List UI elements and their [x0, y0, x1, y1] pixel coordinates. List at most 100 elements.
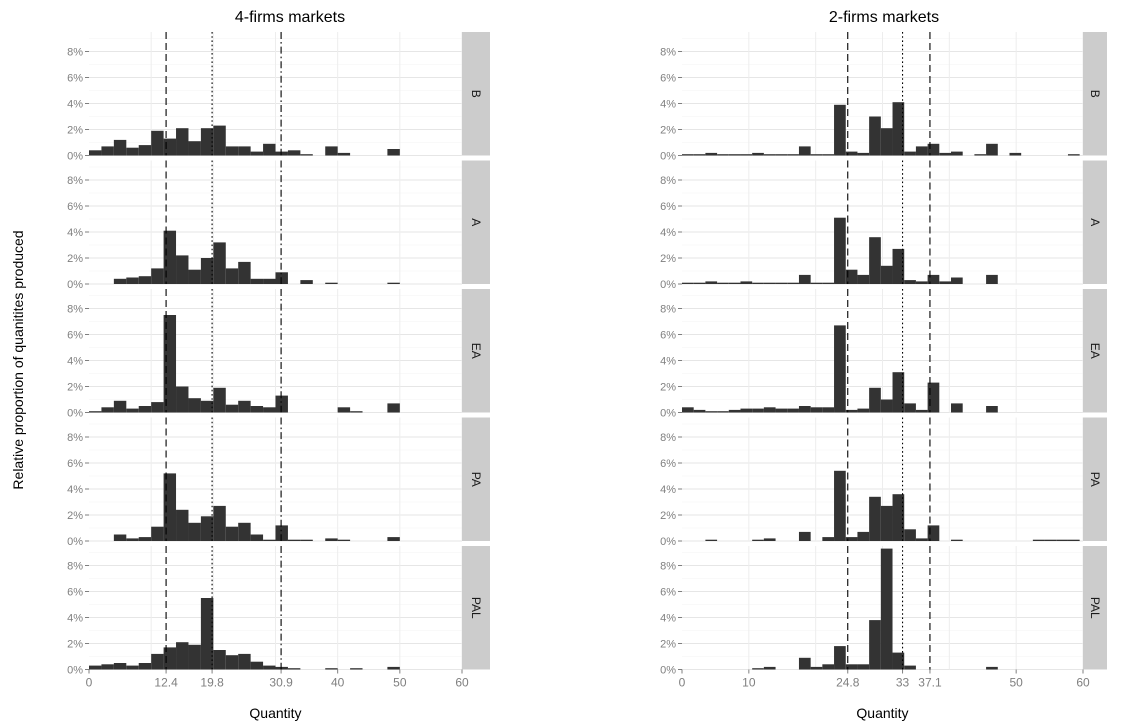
histogram-bar: [986, 406, 998, 413]
histogram-bar: [163, 230, 177, 284]
histogram-bar: [845, 269, 858, 284]
y-tick-label: 2%: [67, 125, 83, 137]
y-tick-label: 4%: [660, 99, 676, 111]
y-axis-title: Relative proportion of quanitites produc…: [10, 230, 26, 489]
histogram-bar: [752, 282, 764, 284]
histogram-bar: [387, 282, 400, 284]
histogram-bar: [880, 265, 893, 284]
histogram-bar: [275, 395, 288, 413]
histogram-bar: [213, 125, 226, 156]
x-tick-label: 19.8: [200, 676, 224, 690]
histogram-bar: [126, 408, 139, 413]
facet-strip: [462, 289, 490, 413]
histogram-bar: [880, 128, 893, 156]
histogram-bar: [927, 143, 940, 156]
histogram-bar: [337, 407, 351, 413]
y-tick-label: 4%: [660, 484, 676, 496]
facet-strip: [462, 32, 490, 156]
histogram-bar: [880, 505, 893, 541]
histogram-bar: [763, 154, 776, 156]
histogram-bar: [986, 666, 998, 670]
x-tick-label: 60: [1076, 676, 1090, 690]
histogram-bar: [188, 522, 201, 541]
histogram-bar: [682, 407, 694, 413]
histogram-bar: [880, 548, 893, 670]
histogram-bar: [300, 539, 313, 541]
histogram-bar: [798, 406, 811, 413]
histogram-bar: [1067, 539, 1080, 541]
facet-strip: [1083, 417, 1107, 541]
histogram-bar: [857, 664, 870, 670]
histogram-bar: [101, 407, 114, 413]
histogram-bar: [151, 526, 164, 541]
histogram-bar: [1032, 539, 1045, 541]
y-tick-label: 6%: [660, 73, 676, 85]
panel-title: 2-firms markets: [829, 9, 939, 26]
histogram-bar: [798, 274, 811, 284]
y-tick-label: 4%: [67, 227, 83, 239]
facet-strip-label: PA: [1088, 472, 1102, 487]
histogram-bar: [325, 282, 338, 284]
histogram-bar: [798, 657, 811, 670]
y-tick-label: 0%: [67, 536, 83, 548]
histogram-bar: [1056, 539, 1068, 541]
facet-ea: 0% 2% 4% 6% 8% EA: [660, 289, 1107, 420]
facet-strip-label: A: [1088, 218, 1102, 226]
histogram-bar: [869, 496, 881, 541]
histogram-bar: [89, 150, 102, 156]
x-tick-label: 40: [331, 676, 345, 690]
histogram-bar: [387, 666, 400, 670]
y-tick-label: 6%: [67, 330, 83, 342]
facet-strip-label: PAL: [469, 597, 483, 619]
y-tick-label: 4%: [660, 227, 676, 239]
histogram-bar: [927, 274, 940, 284]
histogram-bar: [740, 154, 753, 156]
histogram-bar: [857, 274, 870, 284]
histogram-bar: [250, 278, 264, 284]
histogram-bar: [857, 152, 870, 156]
histogram-bar: [151, 268, 164, 284]
x-tick-label: 0: [86, 676, 93, 690]
facet-pa: 0% 2% 4% 6% 8% PA: [67, 417, 490, 548]
histogram-bar: [350, 411, 363, 413]
y-tick-label: 2%: [660, 125, 676, 137]
histogram-bar: [263, 539, 276, 541]
histogram-bar: [951, 539, 963, 541]
histogram-bar: [138, 663, 152, 670]
histogram-bar: [176, 128, 189, 156]
histogram-bar: [300, 154, 313, 156]
histogram-bar: [915, 409, 928, 413]
histogram-bar: [250, 151, 264, 156]
histogram-bar: [275, 666, 288, 670]
facet-strip: [1083, 546, 1107, 670]
histogram-bar: [763, 407, 776, 413]
histogram-bar: [1067, 154, 1080, 156]
facet-strip: [462, 160, 490, 284]
histogram-bar: [163, 138, 177, 156]
histogram-bar: [787, 408, 799, 413]
histogram-bar: [892, 652, 905, 670]
histogram-bar: [810, 407, 823, 413]
facet-a: 0% 2% 4% 6% 8% A: [67, 160, 490, 291]
histogram-bar: [325, 146, 338, 156]
y-tick-label: 4%: [67, 613, 83, 625]
histogram-bar: [787, 154, 799, 156]
histogram-bar: [337, 152, 351, 156]
histogram-bar: [113, 534, 127, 541]
histogram-bar: [951, 403, 963, 413]
histogram-bar: [176, 255, 189, 284]
histogram-bar: [101, 664, 114, 670]
histogram-bar: [225, 526, 239, 541]
histogram-bar: [904, 665, 916, 670]
histogram-bar: [126, 277, 139, 284]
y-tick-label: 6%: [67, 73, 83, 85]
histogram-bar: [951, 277, 963, 284]
histogram-bar: [834, 325, 846, 413]
histogram-bar: [238, 261, 251, 284]
histogram-bar: [163, 473, 177, 541]
histogram-bar: [126, 147, 139, 156]
histogram-bar: [250, 661, 264, 670]
histogram-bar: [126, 665, 139, 670]
